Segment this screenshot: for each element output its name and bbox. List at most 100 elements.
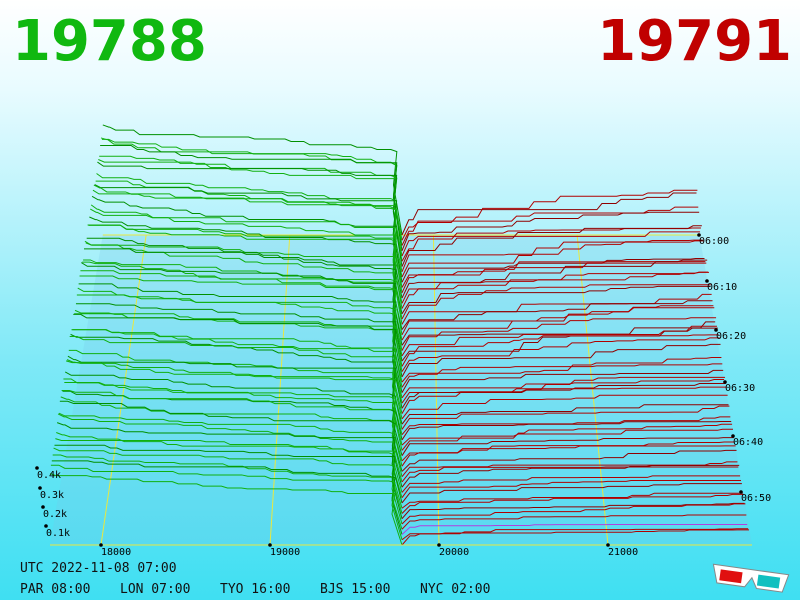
tick-dot xyxy=(714,328,718,332)
depth-label: 0.1k xyxy=(46,528,70,539)
bid-depth-line xyxy=(83,259,403,351)
ask-depth-line xyxy=(401,394,728,420)
tick-dot xyxy=(38,486,42,490)
bid-depth-line xyxy=(81,262,403,362)
tick-dot xyxy=(437,543,441,547)
ask-depth-line xyxy=(401,529,749,546)
ask-depth-line xyxy=(401,437,734,456)
ask-depth-line xyxy=(401,428,733,451)
bid-depth-line xyxy=(67,355,403,441)
city-clock: NYC 02:00 xyxy=(420,582,490,597)
bid-depth-line xyxy=(69,336,403,430)
ask-depth-line xyxy=(401,464,740,488)
ask-depth-line xyxy=(401,466,739,483)
tick-dot xyxy=(739,490,743,494)
price-label: 19000 xyxy=(270,547,300,558)
bid-depth-line xyxy=(53,447,403,525)
ask-depth-line xyxy=(401,483,742,504)
bid-depth-line xyxy=(54,444,403,519)
tick-dot xyxy=(723,380,727,384)
depth-label: 0.4k xyxy=(37,470,61,481)
price-label: 21000 xyxy=(608,547,638,558)
bid-depth-line xyxy=(86,237,403,330)
bid-depth-line xyxy=(65,360,403,451)
ask-depth-line xyxy=(401,293,712,325)
time-label: 06:40 xyxy=(733,437,763,448)
ask-depth-line xyxy=(401,307,715,341)
tick-dot xyxy=(705,279,709,283)
bid-depth-line xyxy=(56,432,403,509)
ask-depth-line xyxy=(401,405,730,430)
ask-depth-line xyxy=(401,317,717,351)
axis-labels: 18000 19000 20000 21000 06:00 06:10 06:20 06:30… xyxy=(35,233,771,558)
ask-depth-line xyxy=(401,502,745,520)
ask-depth-line xyxy=(401,386,727,414)
price-label: 18000 xyxy=(101,547,131,558)
tick-dot xyxy=(99,543,103,547)
ask-depth-line xyxy=(401,285,710,315)
bid-depth-line xyxy=(94,184,403,283)
grid-line xyxy=(100,234,147,546)
bid-depth-line xyxy=(62,390,403,472)
ask-depth-line xyxy=(401,514,747,530)
bid-depth-line xyxy=(85,242,403,335)
bid-depth-line xyxy=(78,283,403,377)
bid-depth-line xyxy=(95,180,403,278)
ask-depth-line xyxy=(401,523,748,535)
time-label: 06:50 xyxy=(741,493,771,504)
bid-depth-line xyxy=(80,270,403,367)
bid-depth-line xyxy=(75,303,403,393)
bid-depth-line xyxy=(76,294,403,388)
bid-depth-line xyxy=(99,155,403,257)
time-label: 06:30 xyxy=(725,383,755,394)
tick-dot xyxy=(606,543,610,547)
bid-depth-line xyxy=(93,184,403,288)
grid-line xyxy=(269,234,291,546)
bid-depth-line xyxy=(90,208,403,309)
ask-depth-line xyxy=(401,225,702,267)
ask-depth-line xyxy=(401,369,724,393)
ask-depth-line xyxy=(401,363,723,388)
bid-depth-line xyxy=(101,138,403,241)
bid-depth-line xyxy=(57,413,403,498)
bid-depth-line xyxy=(49,473,403,546)
grid-line xyxy=(576,234,609,546)
bid-depth-line xyxy=(50,464,403,540)
bid-depth-line xyxy=(64,371,403,456)
bid-depth-line xyxy=(52,454,403,530)
ask-depth-line xyxy=(401,334,719,367)
city-clock: TYO 16:00 xyxy=(220,582,290,597)
time-label: 06:00 xyxy=(699,236,729,247)
city-clocks: PAR 08:00 LON 07:00 TYO 16:00 BJS 15:00 NYC … xyxy=(20,582,490,597)
bid-depth-line xyxy=(100,145,403,251)
ask-depth-line xyxy=(401,300,713,330)
time-label: 06:20 xyxy=(716,331,746,342)
ask-depth-line xyxy=(401,189,698,241)
tick-dot xyxy=(268,543,272,547)
ask-depth-line xyxy=(401,305,714,336)
bid-depth-line xyxy=(92,189,403,293)
bid-depth-line xyxy=(56,422,403,504)
city-clock: PAR 08:00 xyxy=(20,582,90,597)
bid-depth-line xyxy=(102,124,403,236)
bid-depth-line xyxy=(96,173,403,272)
ask-depth-line xyxy=(401,257,705,283)
ask-depth-line xyxy=(401,356,722,383)
ask-depth-line xyxy=(401,284,711,320)
3d-glasses-icon[interactable] xyxy=(711,563,790,593)
city-clock: LON 07:00 xyxy=(120,582,190,597)
bid-depth-line xyxy=(68,349,403,435)
ask-depth-line xyxy=(401,493,744,514)
bid-depth-line xyxy=(87,224,403,325)
bid-depth-line xyxy=(55,438,403,514)
price-label: 20000 xyxy=(439,547,469,558)
ask-depth-line xyxy=(401,192,697,236)
ask-depth-line xyxy=(401,404,729,425)
bid-depth-line xyxy=(51,460,403,535)
time-label: 06:10 xyxy=(707,282,737,293)
depth-label: 0.3k xyxy=(40,490,64,501)
ask-depth-line xyxy=(401,475,741,493)
bid-depth-line xyxy=(73,313,403,409)
